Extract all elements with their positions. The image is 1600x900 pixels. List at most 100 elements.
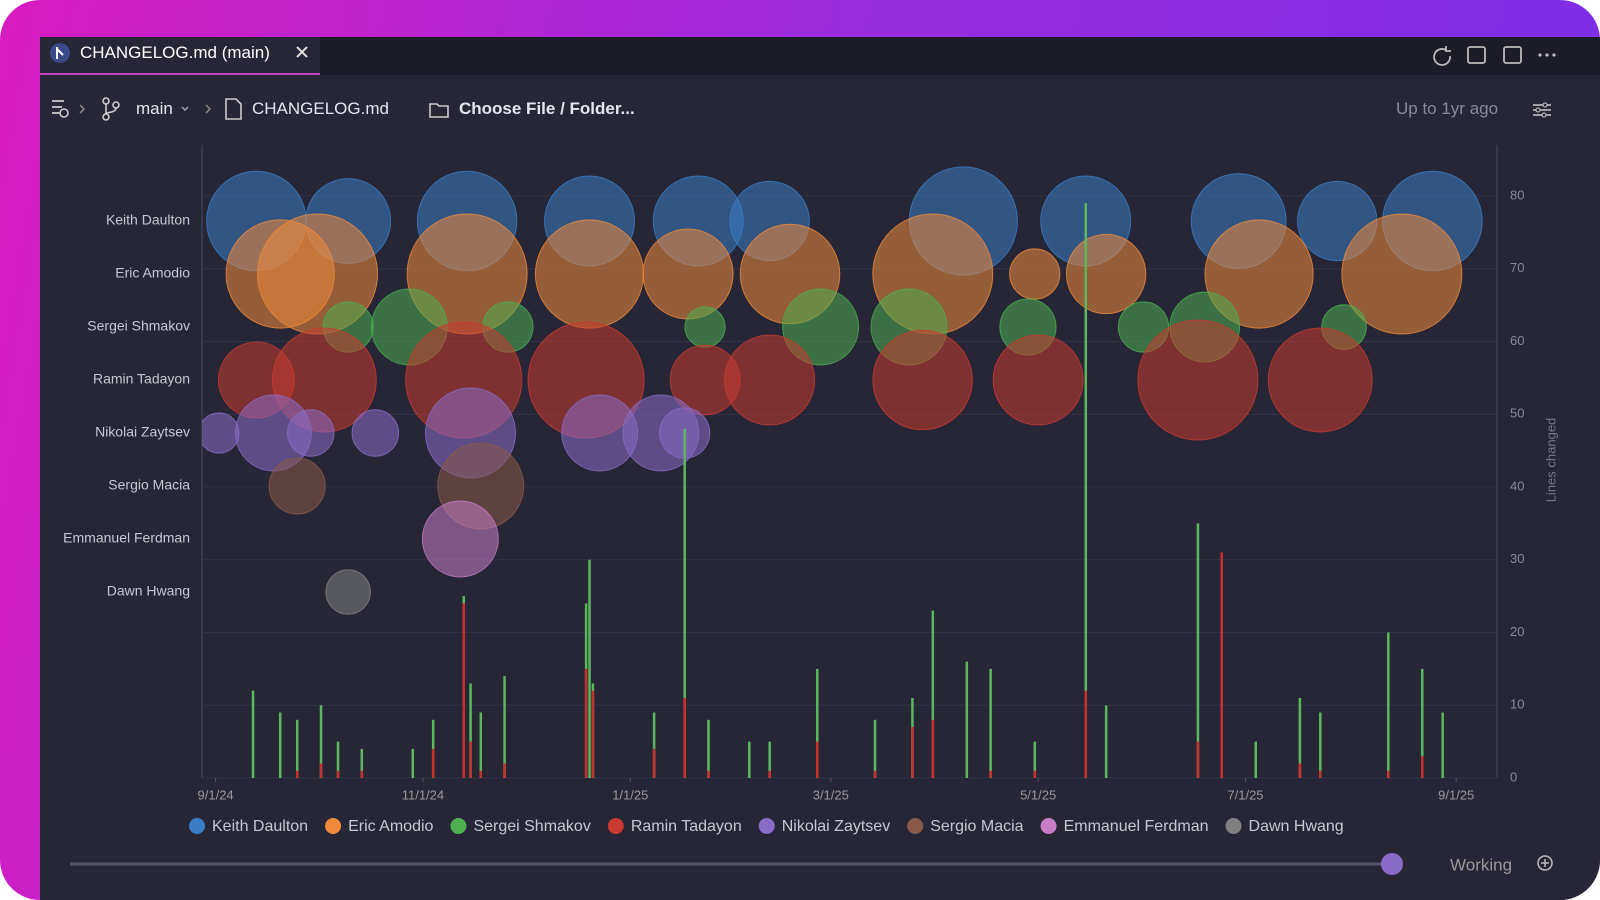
commit-bubble — [351, 409, 400, 457]
legend-label: Keith Daulton — [212, 818, 308, 835]
y2-tick-label: 20 — [1510, 624, 1524, 639]
addition-bar — [1104, 705, 1108, 778]
commit-bubble — [724, 334, 816, 426]
x-tick-label: 3/1/25 — [813, 787, 849, 802]
y2-tick-label: 60 — [1510, 333, 1524, 348]
deletion-bar — [295, 770, 299, 778]
addition-bar — [469, 683, 472, 778]
legend: Keith Daulton Eric Amodio Sergei Shmakov Ra… — [189, 818, 1344, 835]
legend-label: Eric Amodio — [348, 818, 433, 835]
bubbles — [202, 166, 1483, 615]
x-tick-label: 7/1/25 — [1227, 787, 1263, 802]
breadcrumb-sep — [181, 98, 242, 120]
y-category-label: Ramin Tadayon — [93, 371, 190, 387]
y2-tick-label: 10 — [1510, 697, 1524, 712]
toggle-panel[interactable] — [1503, 46, 1522, 64]
y-category-label: Sergei Shmakov — [87, 318, 190, 334]
addition-bar — [748, 741, 751, 778]
deletion-bar — [1220, 552, 1223, 778]
deletion-bar — [360, 770, 364, 778]
legend-swatch — [907, 818, 924, 834]
addition-bar — [588, 559, 591, 778]
commit-bubble — [1065, 233, 1147, 315]
commit-bubble — [534, 219, 645, 329]
commit-bubble — [642, 228, 734, 320]
commit-bubble — [1009, 248, 1061, 300]
deletion-bar — [1387, 770, 1390, 778]
addition-bar — [652, 712, 656, 778]
refresh[interactable] — [1433, 46, 1451, 66]
deletion-bar — [336, 770, 340, 778]
editor-tab[interactable]: CHANGELOG.md (main) — [40, 37, 320, 75]
addition-bar — [931, 610, 935, 778]
legend-swatch — [758, 818, 775, 834]
commit-bubble — [1204, 219, 1314, 329]
title-bar: CHANGELOG.md (main) — [40, 37, 1600, 75]
commit-bubble — [202, 412, 240, 454]
deletion-bar — [707, 770, 710, 778]
deletion-bar — [683, 697, 686, 778]
deletion-bar — [319, 763, 323, 778]
addition-bar — [683, 428, 686, 778]
deletion-bar — [1298, 763, 1302, 778]
y2-tick-label: 50 — [1510, 406, 1524, 421]
choose-file[interactable]: Choose File / Folder... — [459, 99, 635, 118]
y-category-label: Sergio Macia — [108, 477, 190, 493]
split-editor[interactable] — [1467, 46, 1486, 64]
addition-bar — [336, 741, 340, 778]
deletion-bar — [652, 748, 656, 778]
branch-picker[interactable]: main — [136, 99, 173, 118]
settings[interactable] — [1530, 98, 1554, 122]
legend-label: Nikolai Zaytsev — [782, 818, 890, 835]
commit-bubble — [684, 306, 726, 348]
addition-bar — [503, 676, 506, 778]
file-crumb[interactable]: CHANGELOG.md — [252, 99, 389, 118]
deletion-bar — [816, 741, 819, 778]
addition-bar — [411, 748, 415, 778]
y-category-label: Nikolai Zaytsev — [95, 424, 190, 440]
legend-label: Emmanuel Ferdman — [1064, 818, 1209, 835]
x-tick-label: 5/1/25 — [1020, 787, 1056, 802]
legend-label: Sergei Shmakov — [473, 818, 590, 835]
addition-bar — [1319, 712, 1322, 778]
legend-swatch — [450, 818, 467, 834]
commit-bubble — [1267, 327, 1373, 433]
slider-knob[interactable] — [1381, 853, 1403, 875]
zoom[interactable] — [1537, 855, 1553, 871]
addition-bar — [295, 719, 299, 778]
commit-bubble — [325, 569, 371, 615]
more-actions[interactable] — [1538, 53, 1556, 57]
addition-bar — [873, 719, 877, 778]
addition-bar — [707, 719, 710, 778]
range-picker[interactable]: Up to 1yr ago — [1396, 99, 1499, 118]
addition-bar — [1084, 203, 1088, 778]
y2-tick-label: 0 — [1510, 769, 1517, 784]
addition-bar — [319, 705, 323, 778]
addition-bar — [1441, 712, 1444, 778]
deletion-bar — [911, 727, 914, 778]
legend-label: Ramin Tadayon — [631, 818, 742, 835]
addition-bar — [1387, 632, 1390, 778]
window-actions — [1433, 46, 1556, 66]
legend-swatch — [1040, 818, 1057, 834]
folder-icon — [429, 103, 449, 118]
addition-bar — [1421, 668, 1424, 778]
deletion-bar — [584, 668, 588, 778]
commit-bubble — [287, 409, 335, 457]
deletion-bar — [768, 770, 771, 778]
close-tab[interactable] — [294, 44, 310, 60]
deletion-bar — [469, 741, 472, 778]
deletion-bar — [1421, 756, 1424, 778]
breadcrumb-icons — [52, 97, 120, 121]
x-tick-label: 9/1/24 — [198, 787, 234, 802]
commit-bubble — [421, 500, 499, 578]
legend-swatch — [325, 818, 342, 834]
deletion-bar — [591, 690, 595, 778]
y2-axis-title: Lines changed — [1543, 418, 1558, 503]
addition-bar — [1033, 741, 1037, 778]
commit-bubble — [268, 457, 326, 515]
y2-tick-label: 70 — [1510, 260, 1524, 275]
addition-bar — [965, 661, 969, 778]
y-category-label: Keith Daulton — [106, 212, 190, 228]
